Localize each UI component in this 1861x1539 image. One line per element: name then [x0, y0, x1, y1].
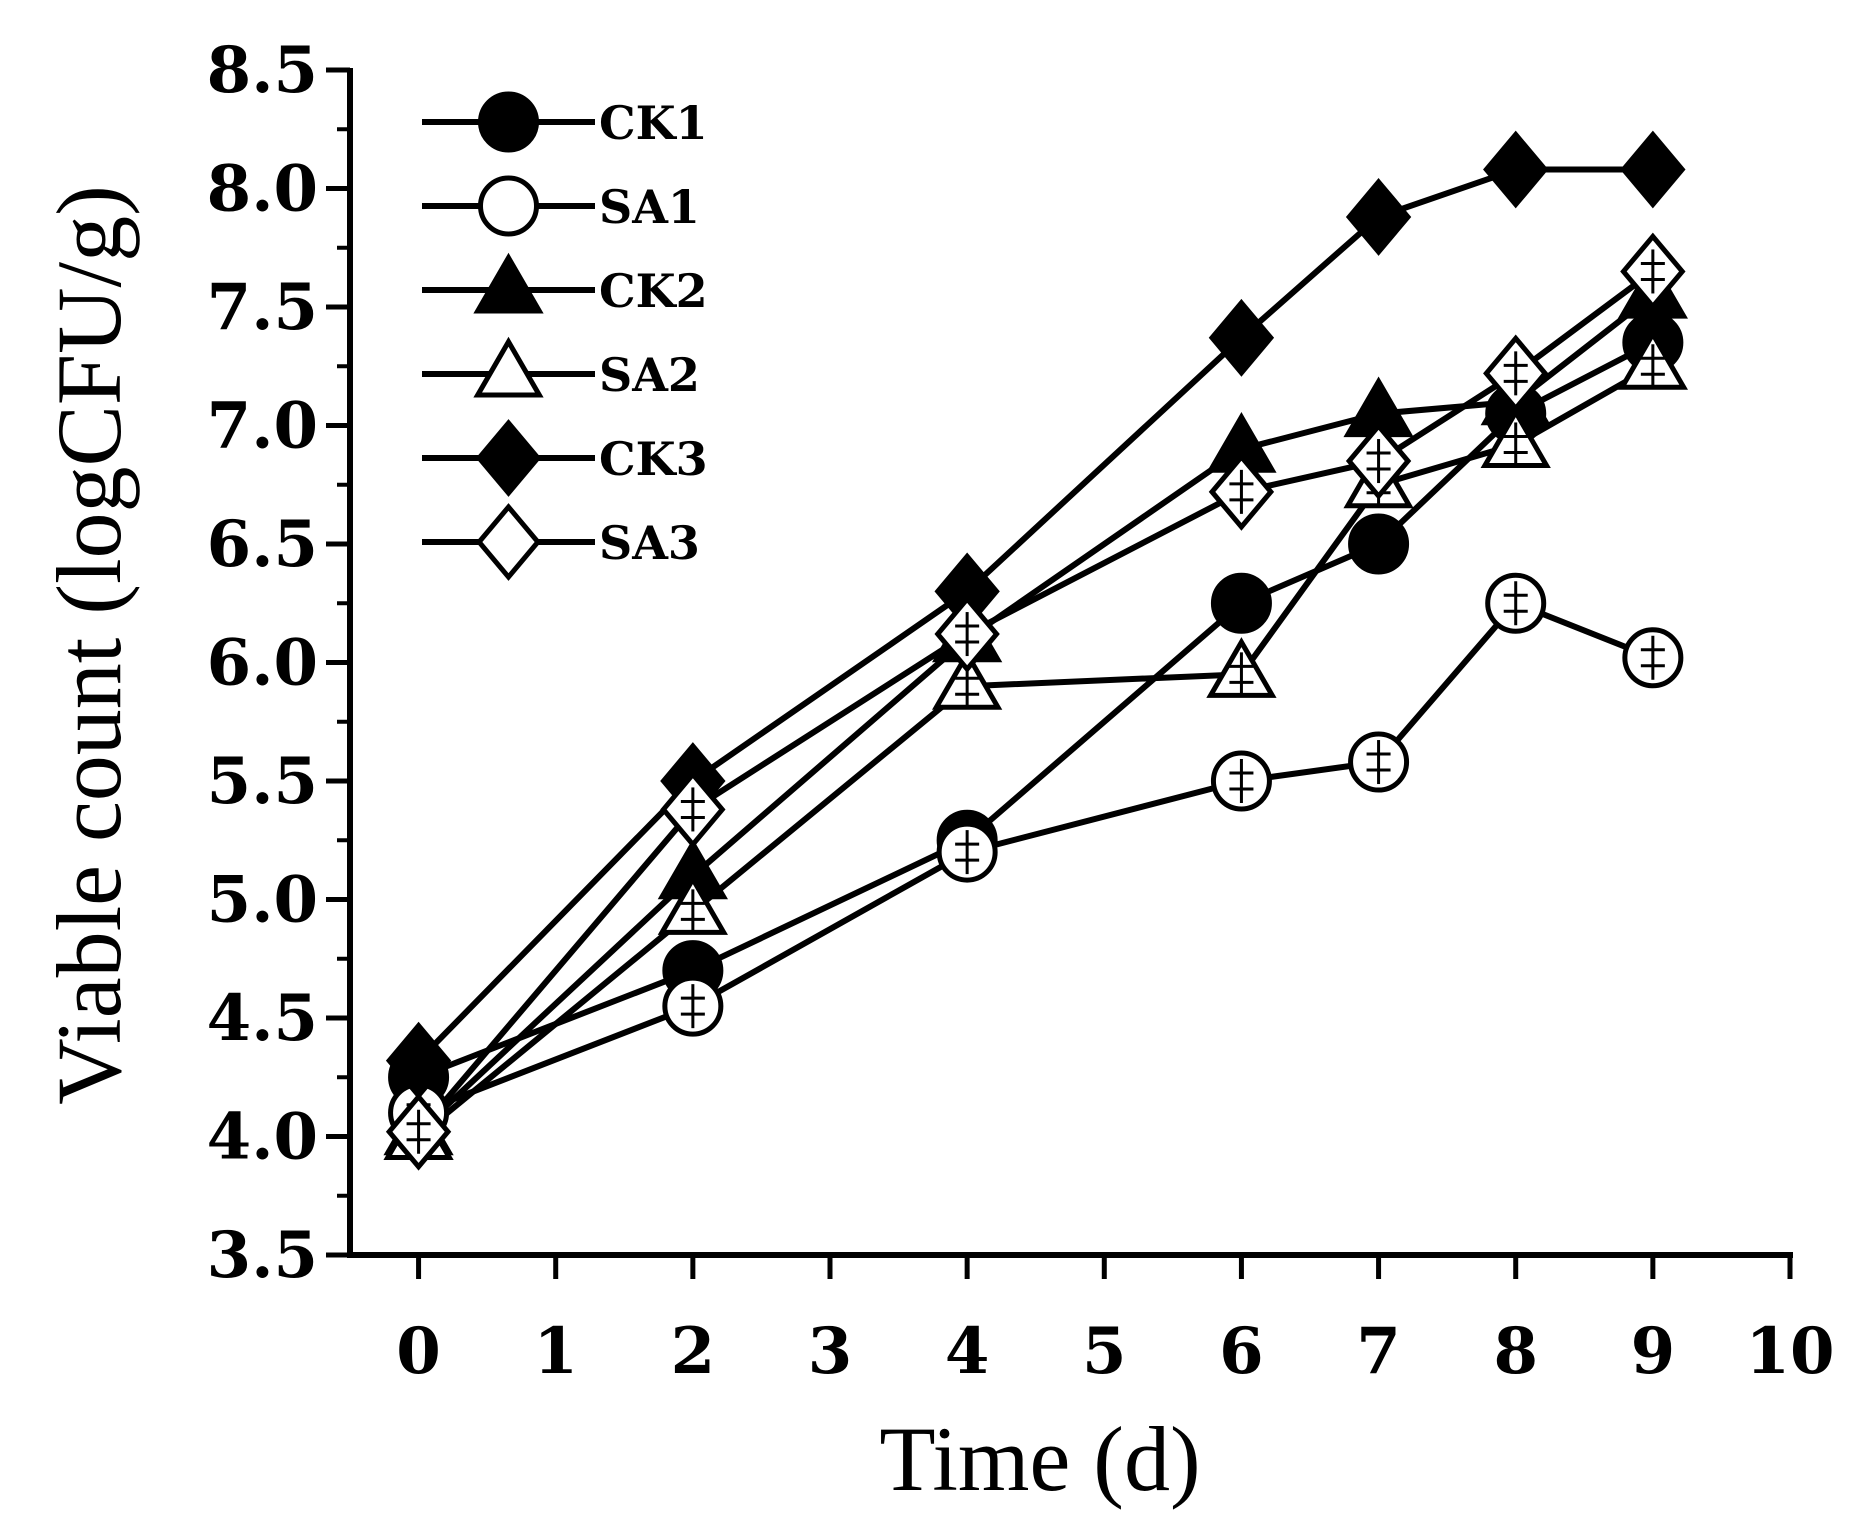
legend-marker	[473, 252, 544, 314]
legend-entry-ck3: CK3	[422, 419, 708, 497]
data-point	[1210, 572, 1272, 634]
legend-marker	[475, 419, 542, 497]
legend-marker	[478, 91, 539, 153]
axes: 3.5 4.0 4.5 5.0 5.5 6.0 6.5 7.0 7.5 8.0 8.5 0 1 2 3 4 5 6…	[207, 33, 1835, 1389]
data-point	[1345, 178, 1412, 256]
legend-marker	[478, 175, 539, 237]
data-point	[1483, 130, 1549, 209]
legend-entry-sa3: SA3	[422, 503, 700, 581]
data-point	[1348, 513, 1410, 575]
x-tick-label: 9	[1631, 1314, 1676, 1389]
x-tick-label: 2	[671, 1314, 716, 1389]
y-tick-label: 5.0	[207, 863, 318, 938]
y-tick-label: 7.5	[207, 270, 318, 345]
legend-label: CK3	[599, 432, 708, 486]
legend-entry-sa2: SA2	[422, 336, 700, 402]
y-tick-label: 4.5	[207, 981, 318, 1056]
legend-marker	[473, 336, 544, 398]
series-sa1-line	[417, 600, 1654, 1116]
x-tick-label: 3	[808, 1314, 853, 1389]
legend: CK1 SA1 CK2 SA2 CK3 SA3	[422, 91, 708, 581]
legend-label: CK1	[599, 96, 708, 150]
y-tick-label: 8.0	[207, 152, 318, 227]
series-sa1-points	[388, 572, 1684, 1144]
plot-area	[383, 130, 1688, 1171]
series-line	[417, 600, 1654, 1116]
x-tick-label: 5	[1082, 1314, 1127, 1389]
y-tick-label: 5.5	[207, 744, 318, 819]
x-axis-title: Time (d)	[879, 1408, 1200, 1510]
x-tick-label: 0	[396, 1314, 441, 1389]
y-tick-label: 8.5	[207, 33, 318, 108]
series-ck3-points	[385, 130, 1686, 1100]
x-tick-label: 6	[1219, 1314, 1264, 1389]
y-tick-label: 7.0	[207, 389, 318, 464]
legend-marker	[475, 503, 542, 581]
x-tick-label: 10	[1745, 1314, 1834, 1389]
data-point	[1208, 298, 1275, 377]
series-ck1-points	[388, 312, 1684, 1108]
data-point	[1620, 130, 1686, 209]
x-tick-label: 4	[945, 1314, 990, 1389]
y-tick-label: 4.0	[207, 1100, 318, 1175]
y-axis-title: Viable count (logCFU/g)	[38, 185, 140, 1104]
x-tick-label: 7	[1356, 1314, 1401, 1389]
legend-label: SA3	[599, 516, 700, 570]
legend-entry-ck2: CK2	[422, 252, 708, 318]
y-tick-label: 6.0	[207, 626, 318, 701]
x-tick-label: 8	[1493, 1314, 1538, 1389]
legend-entry-sa1: SA1	[422, 175, 700, 237]
legend-label: SA2	[599, 348, 700, 402]
x-tick-label: 1	[533, 1314, 578, 1389]
y-tick-label: 3.5	[207, 1218, 318, 1293]
legend-label: CK2	[599, 264, 708, 318]
y-tick-label: 6.5	[207, 507, 318, 582]
legend-label: SA1	[599, 180, 700, 234]
series-sa3-points	[385, 232, 1686, 1171]
legend-entry-ck1: CK1	[422, 91, 708, 153]
series-ck2-points	[383, 257, 1688, 1156]
